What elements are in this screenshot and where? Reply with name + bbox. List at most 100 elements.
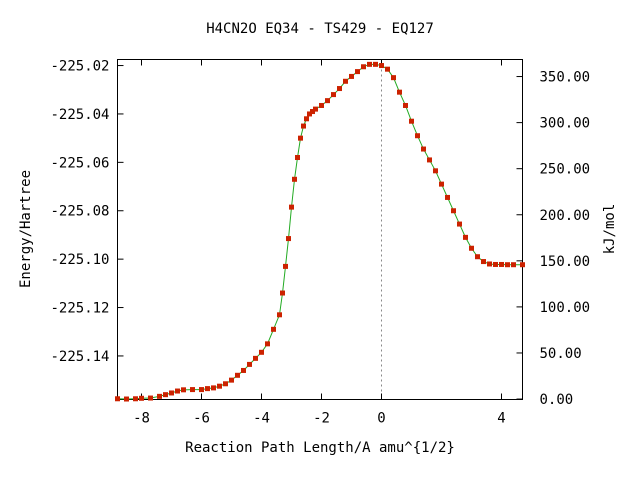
data-point — [337, 86, 342, 92]
x-axis-label: Reaction Path Length/A amu^{1/2} — [185, 440, 455, 456]
y-tick-label: -225.14 — [50, 349, 109, 365]
energy-profile-line — [117, 63, 523, 400]
data-point — [304, 116, 309, 122]
data-point — [253, 355, 258, 361]
data-point — [439, 181, 444, 187]
data-point — [241, 367, 246, 373]
data-point — [433, 168, 438, 174]
y2-tick-label: 100.00 — [540, 300, 591, 316]
data-point — [397, 89, 402, 95]
data-point — [457, 221, 462, 227]
data-point — [505, 262, 510, 268]
data-point — [445, 194, 450, 200]
data-point — [163, 392, 168, 398]
data-point — [169, 390, 174, 396]
data-point — [331, 92, 336, 98]
data-point — [229, 377, 234, 383]
x-tick-label: -2 — [313, 411, 330, 427]
data-point — [181, 387, 186, 393]
data-point — [289, 204, 294, 210]
data-point — [310, 109, 315, 115]
data-point — [493, 261, 498, 267]
data-point — [265, 341, 270, 347]
data-point — [427, 157, 432, 163]
y-tick-label: -225.12 — [50, 301, 109, 317]
data-point — [217, 383, 222, 389]
data-point — [451, 208, 456, 214]
data-point — [373, 61, 378, 67]
data-point — [367, 61, 372, 67]
data-point — [139, 395, 144, 401]
y2-tick-label: 200.00 — [540, 208, 591, 224]
data-point — [277, 312, 282, 318]
data-point — [343, 78, 348, 84]
data-point — [481, 259, 486, 265]
chart-title: H4CN2O EQ34 - TS429 - EQ127 — [206, 21, 434, 37]
data-point — [175, 388, 180, 394]
x-tick-label: -4 — [253, 411, 270, 427]
data-point — [199, 387, 204, 393]
data-point — [520, 262, 525, 268]
data-point — [391, 75, 396, 81]
data-point — [379, 63, 384, 69]
x-tick-label: 0 — [377, 411, 385, 427]
y-tick-label: -225.04 — [50, 107, 109, 123]
data-point — [271, 326, 276, 332]
data-point — [115, 396, 120, 402]
data-point — [349, 73, 354, 79]
data-point — [415, 133, 420, 139]
data-point — [205, 386, 210, 392]
data-point — [487, 261, 492, 267]
data-point — [475, 254, 480, 260]
y-tick-label: -225.06 — [50, 155, 109, 171]
plot-frame — [117, 59, 523, 400]
data-point — [157, 393, 162, 399]
data-point — [280, 290, 285, 296]
data-point — [148, 395, 153, 401]
data-point — [247, 361, 252, 367]
data-point — [190, 387, 195, 393]
y2-axis-ticks: 0.00 50.00 100.00 150.00 200.00 250.00 300.00 3… — [516, 70, 591, 408]
data-point — [409, 118, 414, 124]
y2-tick-label: 250.00 — [540, 162, 591, 178]
data-point — [403, 102, 408, 108]
x-axis-ticks: -8 -6 -4 -2 0 4 — [133, 59, 506, 427]
y2-tick-label: 50.00 — [540, 346, 582, 362]
data-point — [319, 102, 324, 108]
data-point — [499, 261, 504, 267]
data-point — [385, 66, 390, 72]
data-point — [307, 111, 312, 117]
y2-tick-label: 350.00 — [540, 70, 591, 86]
y2-tick-label: 0.00 — [540, 392, 574, 408]
x-tick-label: 4 — [497, 411, 505, 427]
y-tick-label: -225.08 — [50, 204, 109, 220]
data-point — [421, 146, 426, 152]
y-tick-label: -225.02 — [50, 59, 109, 75]
data-point — [361, 64, 366, 70]
y2-tick-label: 150.00 — [540, 254, 591, 270]
data-point — [124, 396, 129, 402]
y-axis-label: Energy/Hartree — [18, 170, 34, 288]
data-point — [286, 236, 291, 242]
data-point — [259, 349, 264, 355]
data-point — [295, 155, 300, 161]
energy-profile-points — [115, 61, 525, 402]
data-point — [223, 381, 228, 387]
y-axis-ticks: -225.02 -225.04 -225.06 -225.08 -225.10 -225.… — [50, 59, 124, 365]
y2-axis-label: kJ/mol — [602, 204, 618, 255]
data-point — [463, 234, 468, 240]
data-point — [301, 123, 306, 129]
data-point — [313, 106, 318, 112]
x-tick-label: -6 — [193, 411, 210, 427]
data-point — [325, 98, 330, 104]
y-tick-label: -225.10 — [50, 252, 109, 268]
data-point — [133, 396, 138, 402]
data-point — [469, 245, 474, 251]
data-point — [292, 176, 297, 182]
data-point — [511, 262, 516, 268]
data-point — [235, 372, 240, 378]
x-tick-label: -8 — [133, 411, 150, 427]
data-point — [211, 385, 216, 391]
data-point — [355, 69, 360, 75]
